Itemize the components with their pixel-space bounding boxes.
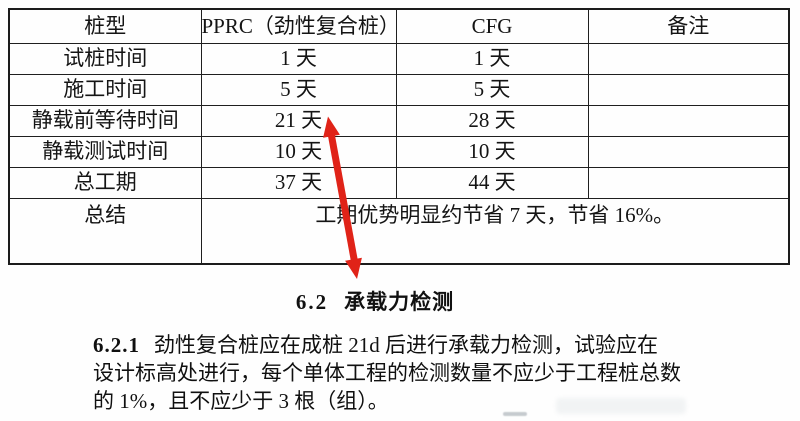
table-row: 静载测试时间 10 天 10 天 (8, 135, 790, 168)
pprc-value: 37 天 (200, 166, 397, 199)
header-remarks: 备注 (587, 8, 790, 44)
note-cell (587, 104, 790, 137)
cfg-value: 10 天 (395, 135, 589, 168)
clause-paragraph: 6.2.1 劲性复合桩应在成桩 21d 后进行承载力检测，试验应在 设计标高处进行… (93, 331, 733, 415)
section-heading: 6.2 承载力检测 (0, 286, 750, 316)
pprc-value: 21 天 (200, 104, 397, 137)
clause-number: 6.2.1 (93, 333, 140, 357)
note-cell (587, 166, 790, 199)
cfg-value: 5 天 (395, 73, 589, 106)
clause-line-1-text: 劲性复合桩应在成桩 21d 后进行承载力检测，试验应在 (154, 333, 658, 357)
row-label: 静载前等待时间 (8, 104, 202, 137)
table-row: 试桩时间 1 天 1 天 (8, 42, 790, 75)
pprc-value: 1 天 (200, 42, 397, 75)
cfg-value: 1 天 (395, 42, 589, 75)
row-label: 施工时间 (8, 73, 202, 106)
cfg-value: 28 天 (395, 104, 589, 137)
clause-line-1: 6.2.1 劲性复合桩应在成桩 21d 后进行承载力检测，试验应在 (93, 331, 733, 359)
table-row: 静载前等待时间 21 天 28 天 (8, 104, 790, 137)
header-cfg: CFG (395, 8, 589, 44)
scan-artifact (556, 398, 686, 414)
row-label: 静载测试时间 (8, 135, 202, 168)
schedule-comparison-table: 桩型 PPRC（劲性复合桩） CFG 备注 试桩时间 1 天 1 天 施工时间 … (8, 8, 790, 265)
note-cell (587, 135, 790, 168)
note-cell (587, 42, 790, 75)
row-label: 总工期 (8, 166, 202, 199)
note-cell (587, 73, 790, 106)
section-number: 6.2 (295, 290, 329, 314)
table-header-row: 桩型 PPRC（劲性复合桩） CFG 备注 (8, 8, 790, 44)
header-pprc: PPRC（劲性复合桩） (200, 8, 397, 44)
summary-row: 总结 工期优势明显约节省 7 天，节省 16%。 (8, 197, 790, 265)
clause-line-2: 设计标高处进行，每个单体工程的检测数量不应少于工程桩总数 (93, 361, 681, 385)
header-pile-type: 桩型 (8, 8, 202, 44)
summary-text: 工期优势明显约节省 7 天，节省 16%。 (200, 197, 790, 265)
cfg-value: 44 天 (395, 166, 589, 199)
section-title: 承载力检测 (344, 290, 455, 314)
table-row: 总工期 37 天 44 天 (8, 166, 790, 199)
summary-label: 总结 (8, 197, 202, 265)
table-row: 施工时间 5 天 5 天 (8, 73, 790, 106)
row-label: 试桩时间 (8, 42, 202, 75)
pprc-value: 10 天 (200, 135, 397, 168)
pprc-value: 5 天 (200, 73, 397, 106)
scan-artifact (503, 412, 527, 416)
clause-line-3: 的 1%，且不应少于 3 根（组）。 (93, 389, 389, 413)
